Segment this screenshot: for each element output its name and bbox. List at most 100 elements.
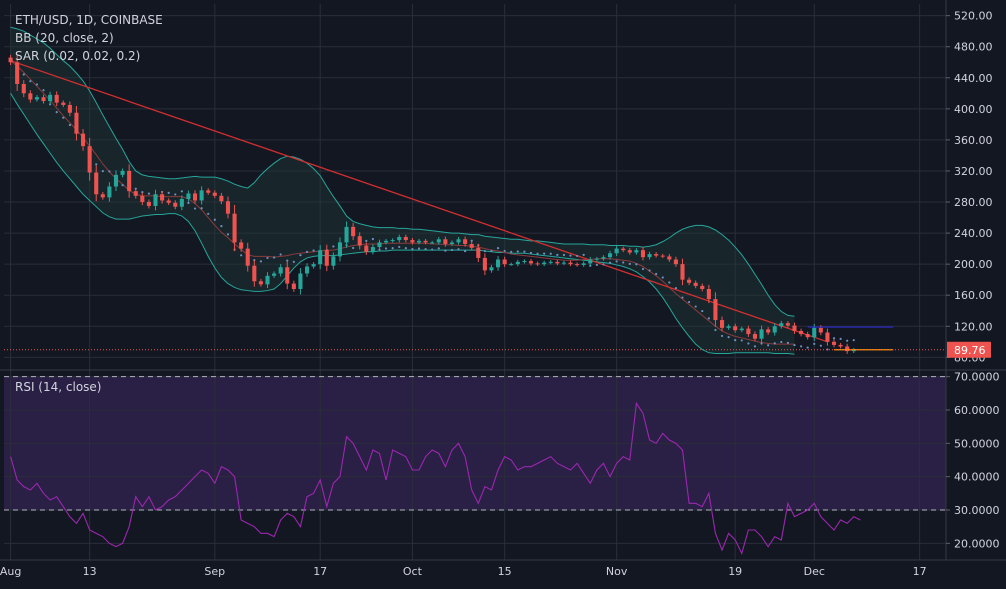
candle-body: [390, 240, 395, 242]
candle-body: [680, 264, 685, 280]
sar-dot: [220, 225, 223, 228]
sar-dot: [655, 272, 658, 276]
sar-dot: [595, 263, 598, 267]
legend-rsi: RSI (14, close): [15, 380, 102, 394]
candle-body: [739, 328, 744, 331]
candle-body: [272, 273, 277, 276]
candle-body: [377, 242, 382, 248]
rsi-line: [10, 401, 861, 555]
sar-dot: [806, 346, 809, 349]
sar-dot: [424, 247, 427, 251]
sar-dot: [694, 305, 697, 308]
bb-middle-line: [10, 60, 795, 345]
candle-body: [838, 344, 843, 347]
candle-body: [370, 247, 375, 252]
candle-body: [28, 93, 33, 100]
sar-dot: [371, 237, 374, 241]
sar-dot: [391, 247, 394, 250]
sar-dot: [187, 201, 190, 205]
sar-dot: [628, 262, 631, 265]
sar-dot: [35, 83, 39, 86]
candle-body: [443, 239, 448, 244]
price-tick-label: 360.00: [954, 134, 993, 147]
sar-dot: [22, 73, 25, 76]
price-tick-label: 440.00: [954, 72, 993, 85]
candle-body: [693, 282, 698, 286]
sar-dot: [279, 253, 282, 256]
sar-dot: [516, 250, 519, 253]
candle-body: [206, 190, 211, 193]
candle-body: [61, 102, 66, 105]
sar-dot: [536, 252, 539, 255]
candle-body: [337, 242, 343, 257]
sar-dot: [576, 254, 579, 258]
candle-body: [522, 261, 527, 263]
sar-dot: [786, 341, 790, 345]
candle-body: [34, 97, 39, 100]
candle-body: [575, 264, 580, 266]
candle-body: [265, 275, 270, 285]
sar-dot: [819, 344, 822, 347]
candle-body: [186, 193, 191, 199]
candle-body: [21, 83, 26, 94]
candle-body: [799, 330, 804, 335]
price-tick-label: 320.00: [954, 165, 993, 178]
sar-dot: [352, 246, 355, 250]
candle-body: [752, 334, 758, 339]
candle-body: [733, 326, 738, 331]
sar-dot: [272, 256, 276, 259]
candle-body: [318, 250, 323, 265]
sar-dot: [299, 254, 302, 257]
sar-dot: [483, 250, 486, 253]
sar-dot: [286, 259, 289, 262]
date-tick-label: 15: [498, 565, 512, 578]
sar-dot: [793, 343, 796, 347]
sar-dot: [68, 123, 71, 127]
sar-dot: [167, 191, 170, 194]
sar-dot: [661, 276, 664, 279]
candle-body: [772, 326, 777, 333]
candle-body: [561, 262, 566, 264]
sar-dot: [707, 317, 710, 320]
candle-body: [654, 254, 659, 256]
sar-dot: [602, 263, 605, 266]
candle-body: [489, 267, 494, 271]
candle-body: [160, 194, 165, 201]
date-tick-label: Dec: [804, 565, 825, 578]
candle-body: [397, 236, 402, 241]
candle-body: [166, 200, 171, 203]
candle-body: [81, 133, 86, 147]
candle-body: [614, 248, 619, 254]
date-tick-label: 13: [83, 565, 97, 578]
sar-dot: [417, 247, 421, 250]
candle-body: [324, 250, 329, 266]
candle-body: [298, 273, 303, 290]
candle-body: [469, 243, 474, 248]
candle-body: [607, 253, 613, 258]
bb-fill: [10, 27, 795, 355]
candle-body: [87, 146, 92, 173]
candle-body: [660, 255, 665, 257]
sar-dot: [734, 339, 737, 342]
sar-dot: [62, 116, 65, 119]
sar-dot: [55, 111, 58, 114]
last-price-badge: [947, 341, 991, 358]
sar-dot: [714, 328, 717, 332]
price-tick-label: 240.00: [954, 227, 993, 240]
candle-body: [410, 240, 415, 243]
candle-body: [548, 261, 553, 263]
sar-dot: [615, 260, 618, 263]
candle-body: [759, 329, 764, 339]
bb-upper-line: [10, 26, 795, 317]
candle-body: [476, 247, 481, 258]
sar-dot: [549, 252, 552, 255]
sar-dot: [259, 260, 263, 263]
sar-dot: [49, 103, 52, 106]
rsi-tick-label: 60.0000: [954, 404, 1000, 417]
candle-body: [285, 267, 290, 284]
sar-dot: [450, 248, 454, 252]
price-tick-label: 120.00: [954, 320, 993, 333]
candle-body: [746, 328, 751, 335]
